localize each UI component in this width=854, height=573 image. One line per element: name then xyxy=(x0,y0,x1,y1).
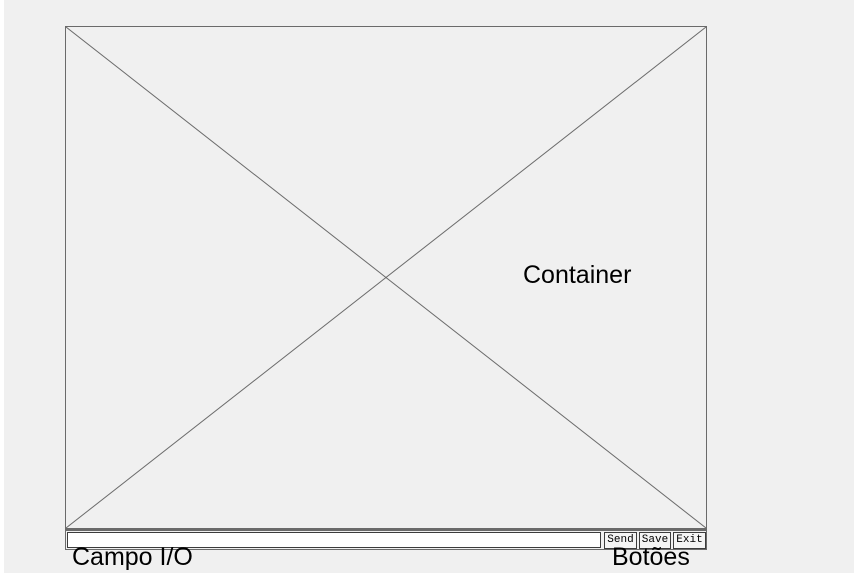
io-caption: Campo I/O xyxy=(72,543,193,571)
crossed-box-placeholder-icon xyxy=(66,27,706,528)
io-bar: Send Save Exit xyxy=(65,529,707,550)
container-placeholder xyxy=(65,26,707,529)
container-label: Container xyxy=(523,261,632,289)
exit-button[interactable]: Exit xyxy=(673,532,706,549)
buttons-caption: Botões xyxy=(612,543,690,571)
window-left-edge xyxy=(0,0,4,573)
io-input[interactable] xyxy=(67,532,601,548)
save-button[interactable]: Save xyxy=(639,532,671,549)
send-button[interactable]: Send xyxy=(604,532,637,549)
diagonal-line-up xyxy=(66,27,706,528)
